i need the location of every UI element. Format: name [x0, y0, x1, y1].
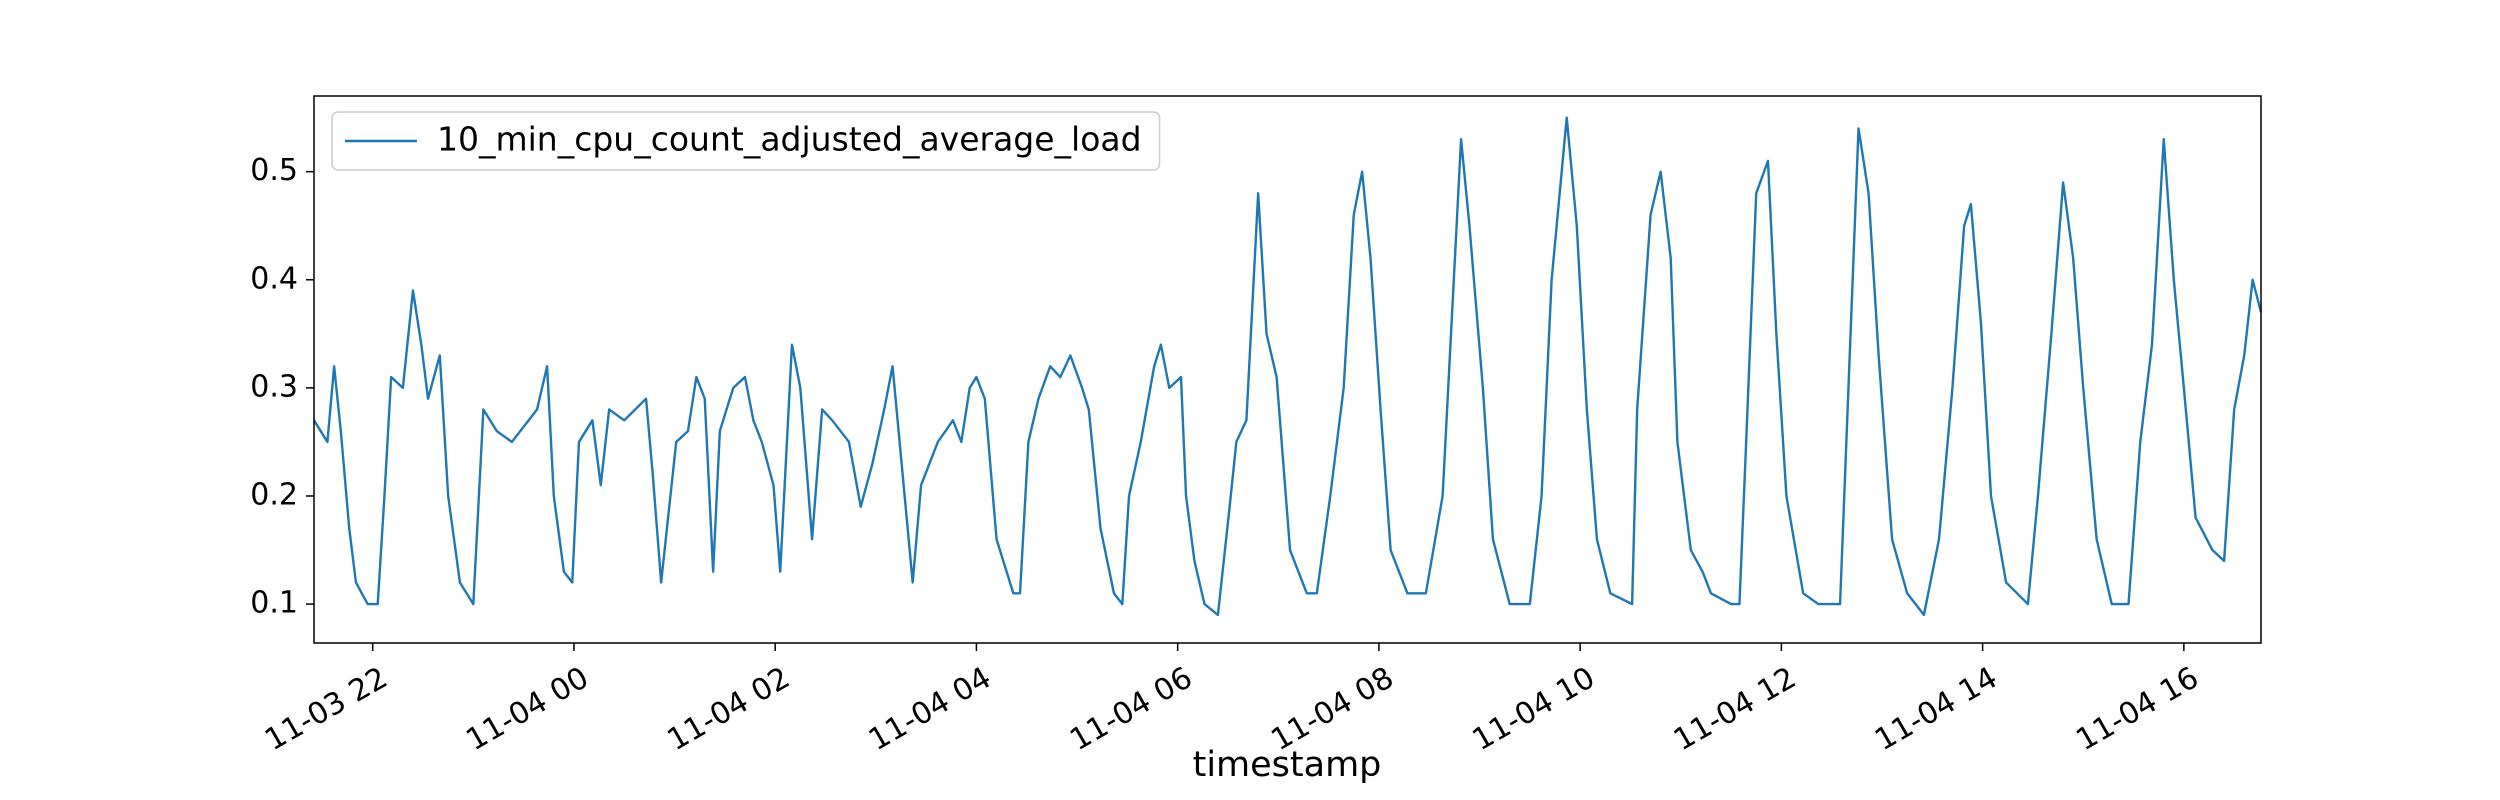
- x-axis-label: timestamp: [1193, 745, 1382, 785]
- x-tick-label: 11-04 10: [1467, 660, 1601, 758]
- x-tick-label: 11-04 04: [863, 660, 997, 758]
- x-tick-label: 11-04 02: [662, 660, 796, 758]
- x-tick-label: 11-04 16: [2070, 660, 2204, 758]
- y-tick-label: 0.2: [250, 477, 298, 512]
- x-tick-label: 11-04 14: [1869, 660, 2003, 758]
- x-tick-label: 11-04 12: [1668, 660, 1802, 758]
- x-tick-label: 11-03 22: [259, 660, 393, 758]
- plot-frame: [313, 95, 2262, 644]
- y-tick-label: 0.1: [250, 586, 298, 621]
- y-tick-label: 0.3: [250, 369, 298, 404]
- y-tick-label: 0.4: [250, 261, 298, 296]
- data-line: [312, 116, 2263, 617]
- legend-box: [331, 111, 1161, 171]
- y-tick-label: 0.5: [250, 153, 298, 188]
- x-tick-label: 11-04 00: [460, 660, 594, 758]
- legend-label: 10_min_cpu_count_adjusted_average_load: [437, 120, 1142, 159]
- x-tick-label: 11-04 08: [1265, 660, 1399, 758]
- x-tick-label: 11-04 06: [1064, 660, 1198, 758]
